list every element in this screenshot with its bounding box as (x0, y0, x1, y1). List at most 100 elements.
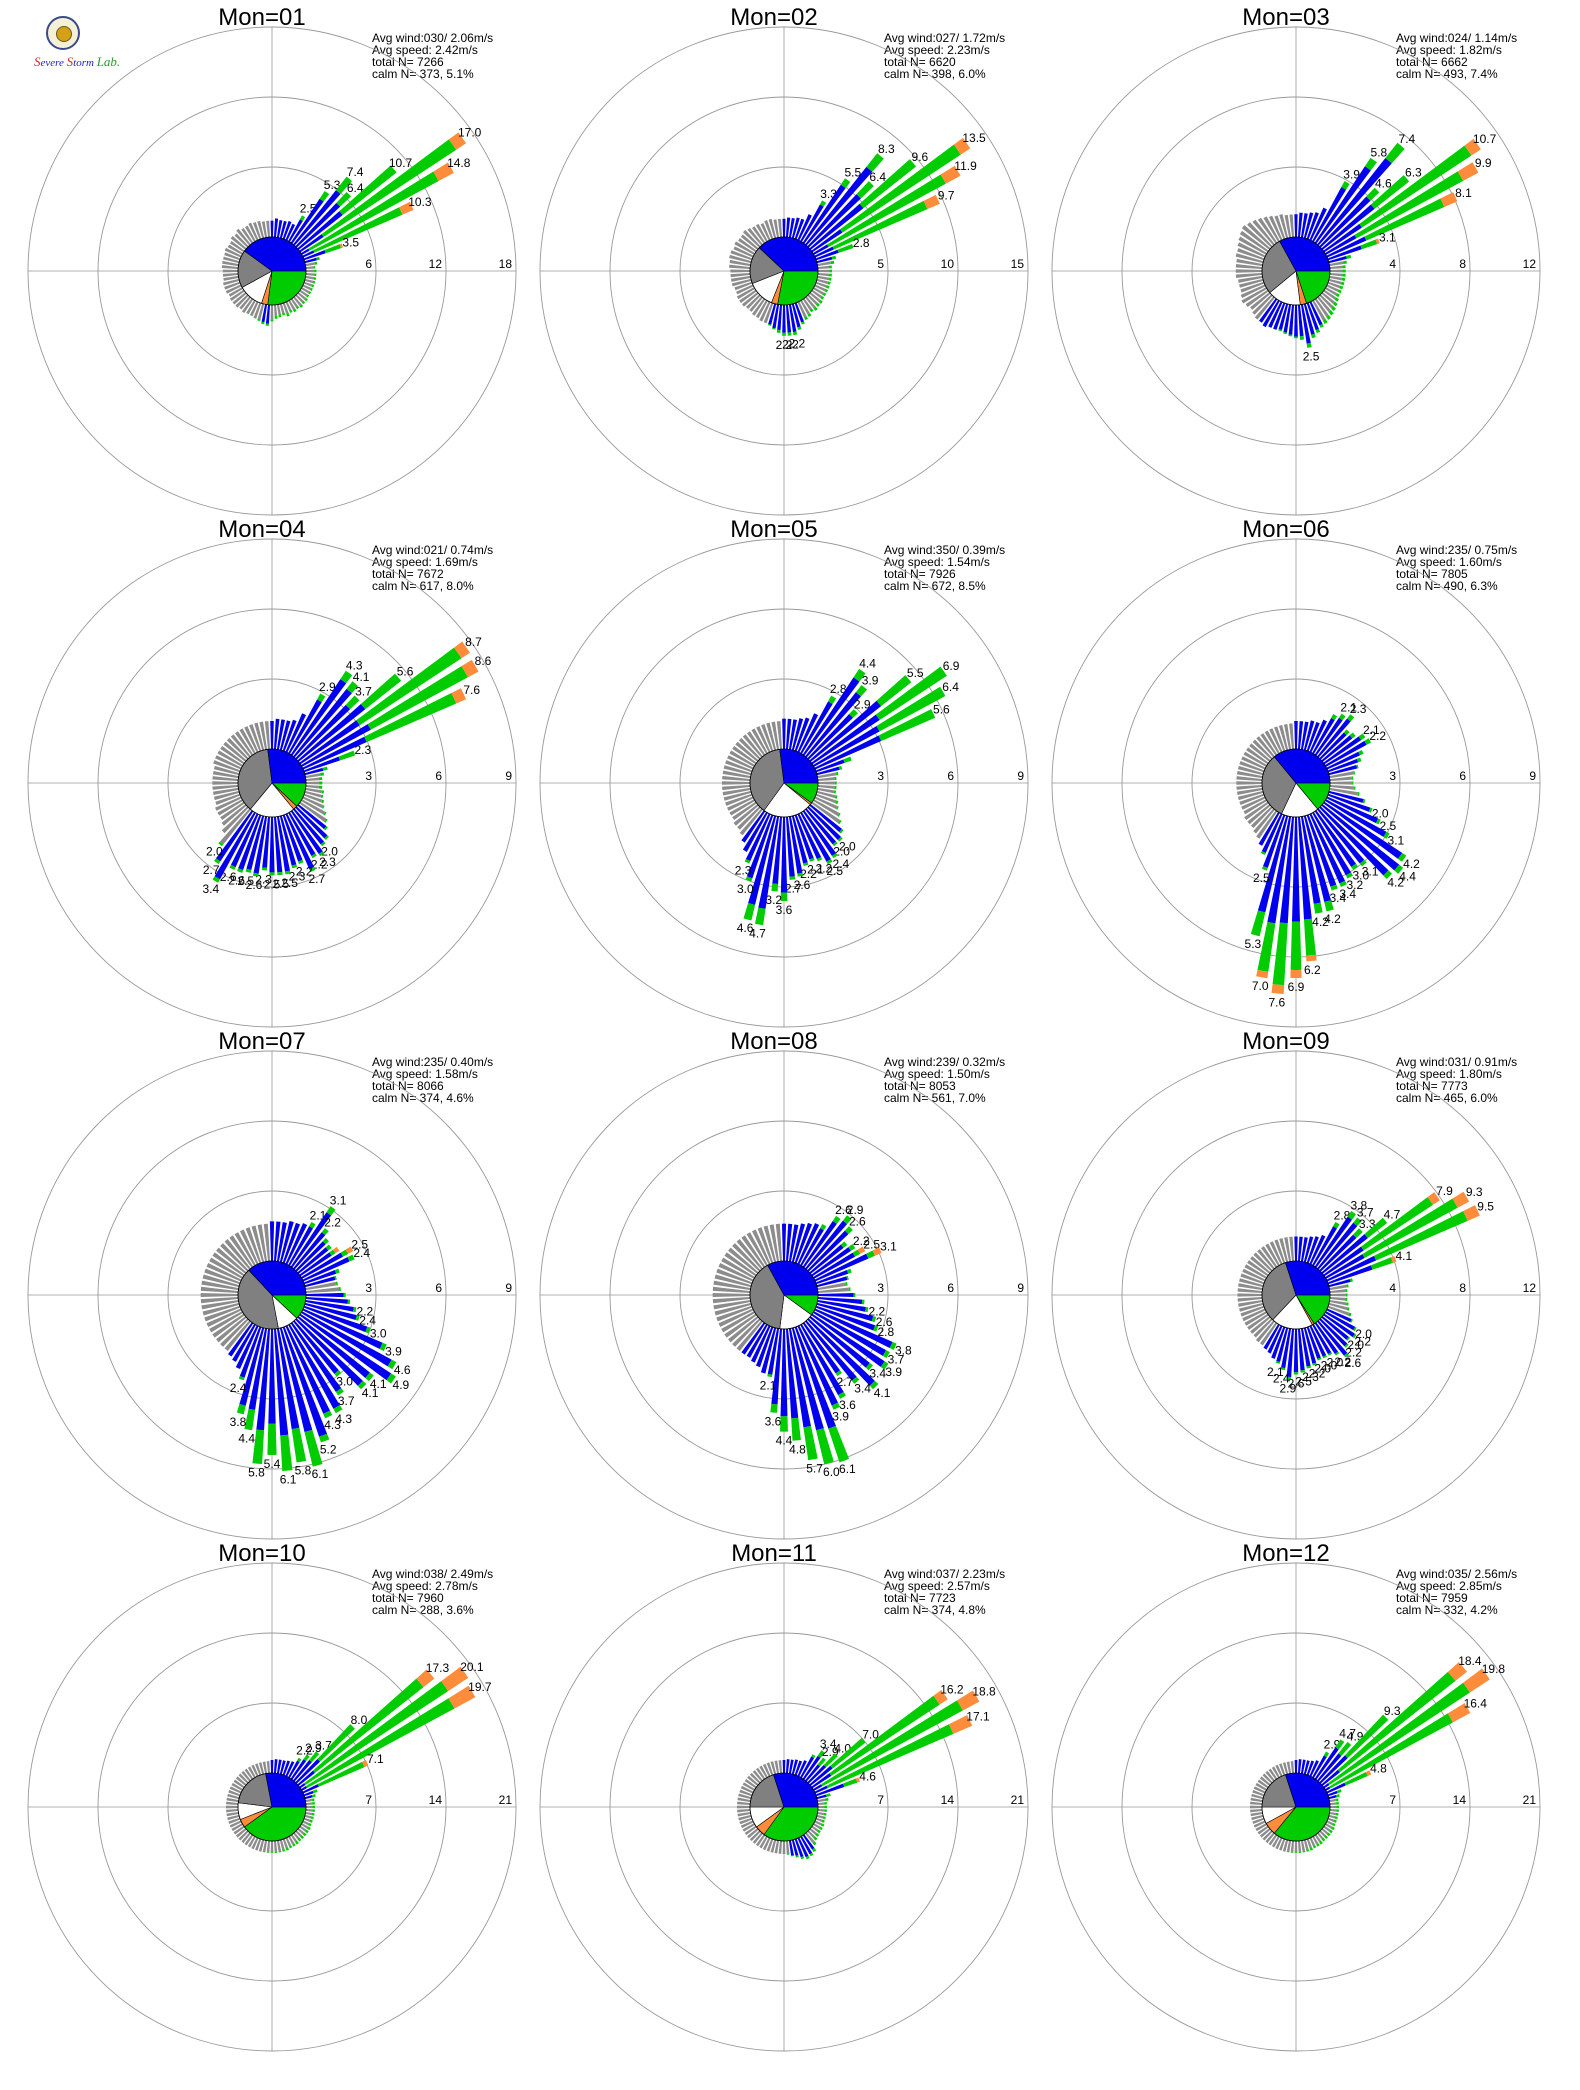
grid-ring (97, 608, 447, 958)
rose-bar-segment (300, 248, 310, 255)
bar-value-label: 6.9 (943, 659, 960, 673)
rose-bar-segment (288, 1226, 313, 1267)
rose-bar-segment (1321, 1828, 1329, 1835)
rose-bar-segment (953, 137, 971, 155)
rose-bar-segment (780, 892, 788, 901)
grid-ring (539, 1562, 1029, 2052)
bar-value-label: 2.6 (835, 1203, 852, 1217)
bar-value-label: 4.4 (238, 1431, 255, 1445)
rose-bar-segment (782, 332, 786, 336)
rose-bar-segment (288, 1845, 293, 1849)
stat-calm-n: calm N= 398, 6.0% (884, 67, 986, 81)
rose-bar-segment (274, 1851, 278, 1853)
rose-bar-segment (840, 178, 851, 189)
bar-value-label: 9.5 (1477, 1200, 1494, 1214)
rose-bar-segment (228, 287, 244, 297)
rose-bar-segment (1319, 1318, 1348, 1347)
rose-bar-segment (742, 811, 768, 852)
rose-bar-segment (285, 1837, 292, 1847)
rose-bar-segment (285, 813, 315, 870)
rose-bar-segment (758, 816, 780, 909)
rose-bar-segment (1330, 305, 1336, 311)
rose-bar-segment (308, 1822, 312, 1827)
rose-bar-segment (729, 799, 756, 816)
rose-bar-segment (1328, 1302, 1348, 1311)
rose-bar-segment (1288, 334, 1293, 337)
rose-bar-segment (759, 301, 771, 322)
rose-bar-segment (1243, 799, 1268, 815)
rose-bar-segment (817, 777, 835, 782)
bar-value-label: 6.1 (312, 1467, 329, 1481)
rose-bar-segment (714, 1274, 752, 1288)
stat-avg-wind: Avg wind:350/ 0.39m/s (884, 543, 1005, 557)
grid-ring (1121, 1632, 1471, 1982)
rose-bar-segment (1322, 318, 1328, 325)
rose-bar-segment (273, 718, 280, 750)
rose-bar-segment (875, 666, 947, 721)
bar-value-label: 3.0 (336, 1375, 353, 1389)
stat-total-n: total N= 7266 (372, 55, 444, 69)
rose-bar-segment (1329, 1811, 1336, 1816)
rose-bar-segment (279, 1760, 286, 1775)
stat-avg-wind: Avg wind:239/ 0.32m/s (884, 1055, 1005, 1069)
rose-bar-segment (1309, 1837, 1316, 1847)
rose-bar-segment (1292, 816, 1300, 922)
rose-bar-segment (1328, 765, 1358, 776)
rose-bar-segment (267, 1423, 277, 1456)
rose-bar-segment (234, 1232, 256, 1267)
rose-bar-segment (279, 720, 291, 751)
bar-value-label: 19.8 (1482, 1662, 1506, 1676)
rose-bar-segment (299, 289, 308, 297)
bar-value-label: 7.4 (1399, 132, 1416, 146)
rose-bar-segment (1281, 1328, 1292, 1369)
rose-bar-segment (828, 695, 837, 705)
rose-bar-segment (794, 1222, 813, 1264)
rose-bar-segment (802, 184, 846, 244)
rose-bar-segment (1356, 764, 1359, 769)
rose-bar-segment (815, 302, 820, 307)
rose-bar-segment (1324, 740, 1367, 767)
rose-bar-segment (1348, 1312, 1352, 1317)
rose-bar-segment (303, 1305, 368, 1333)
rose-bar-segment (844, 1226, 853, 1235)
rose-bar-segment (1330, 1826, 1335, 1831)
rose-bar-segment (1254, 296, 1275, 320)
bar-value-label: 3.1 (880, 1239, 897, 1253)
rose-bar-segment (230, 734, 251, 758)
ring-label: 9 (1017, 1281, 1024, 1295)
rose-bar-segment (305, 777, 319, 782)
rose-bar-segment (742, 1782, 756, 1791)
rose-bar-segment (265, 304, 271, 324)
rose-bar-segment (882, 1350, 890, 1359)
bar-value-label: 6.0 (823, 1465, 840, 1479)
bar-value-label: 4.2 (1387, 876, 1404, 890)
ring-label: 18 (499, 257, 513, 271)
stat-avg-wind: Avg wind:037/ 2.23m/s (884, 1567, 1005, 1581)
rose-bar-segment (1237, 765, 1264, 776)
rose-bar-segment (1245, 289, 1269, 307)
rose-bar-segment (775, 1223, 783, 1262)
rose-bar-segment (301, 300, 306, 305)
rose-bar-segment (305, 275, 314, 280)
rose-bar-segment (1236, 258, 1263, 267)
rose-bar-segment (829, 1695, 940, 1776)
rose-bar-segment (755, 1326, 774, 1368)
rose-bar-segment (1359, 859, 1367, 867)
rose-bar-segment (231, 1782, 244, 1791)
rose-bar-segment (739, 289, 757, 303)
rose-bar-segment (812, 1784, 823, 1791)
rose-bar-segment (299, 1252, 332, 1277)
rose-bar-segment (303, 793, 323, 803)
rose-bar-segment (1278, 329, 1283, 332)
rose-bar-segment (737, 1811, 751, 1817)
rose-bar-segment (1362, 799, 1366, 804)
ring-label: 21 (499, 1793, 513, 1807)
rose-bar-segment (878, 709, 936, 742)
rose-bar-segment (295, 704, 351, 760)
rose-bar-segment (1265, 1770, 1275, 1782)
rose-bar-segment (828, 1425, 850, 1463)
rose-bar-segment (293, 1832, 300, 1840)
rose-bar-segment (733, 804, 759, 826)
rose-bar-segment (792, 331, 798, 336)
rose-bar-segment (286, 313, 290, 317)
